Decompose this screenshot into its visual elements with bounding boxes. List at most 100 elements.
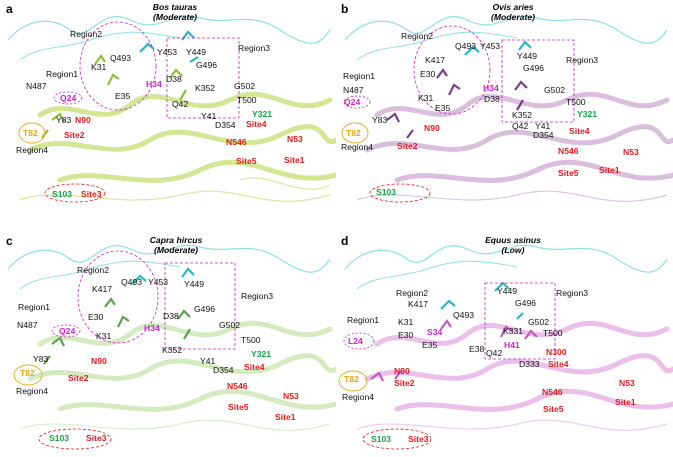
label-k352: K352 (512, 110, 533, 120)
label-y449: Y449 (186, 47, 207, 57)
label-d333: D333 (519, 359, 540, 369)
label-n53: N53 (623, 147, 639, 157)
label-region2: Region2 (396, 288, 429, 298)
panel-title: Equus asinus (Low) (453, 235, 573, 255)
label-y41: Y41 (535, 121, 551, 131)
label-d354: D354 (533, 130, 554, 140)
label-n53: N53 (283, 391, 299, 401)
label-n546: N546 (227, 381, 248, 391)
label-site5: Site5 (558, 168, 579, 178)
label-n90: N90 (75, 115, 91, 125)
panel-letter: a (6, 2, 13, 16)
label-y41: Y41 (201, 111, 217, 121)
label-n487: N487 (17, 320, 38, 330)
label-q493: Q493 (110, 53, 132, 63)
label-g496: G496 (515, 298, 537, 308)
panel-title: Bos tauras (Moderate) (115, 2, 235, 22)
panel-letter: d (341, 234, 349, 248)
label-g496: G496 (523, 63, 545, 73)
label-y321: Y321 (251, 349, 272, 359)
label-g502: G502 (544, 85, 566, 95)
label-h34: H34 (146, 79, 162, 89)
label-n90: N90 (424, 123, 440, 133)
binding-level: (Moderate) (153, 12, 197, 22)
label-region2: Region2 (77, 265, 110, 275)
label-k31: K31 (418, 93, 434, 103)
label-y321: Y321 (252, 109, 273, 119)
label-q24: Q24 (344, 97, 361, 107)
label-e30: E30 (88, 312, 104, 322)
label-g496: G496 (194, 304, 216, 314)
label-e35: E35 (115, 91, 131, 101)
label-l24: L24 (348, 336, 363, 346)
label-region3: Region3 (566, 55, 599, 65)
label-site5: Site5 (543, 404, 564, 414)
label-d354: D354 (213, 365, 234, 375)
label-t82: T82 (346, 128, 361, 138)
label-q42: Q42 (486, 348, 503, 358)
structure-c (7, 244, 336, 450)
label-y453: Y453 (157, 47, 178, 57)
panel-d: d Equus asinus (Low) Region2 Y449 Region… (337, 229, 673, 457)
label-k31: K31 (96, 331, 112, 341)
label-n53: N53 (287, 134, 303, 144)
label-n487: N487 (26, 81, 47, 91)
binding-level: (Low) (501, 245, 525, 255)
panel-letter: c (6, 234, 13, 248)
label-site2: Site2 (64, 130, 85, 140)
label-k352: K352 (195, 83, 216, 93)
label-e35: E35 (422, 340, 438, 350)
label-site4: Site4 (244, 362, 265, 372)
binding-level: (Moderate) (491, 12, 535, 22)
label-t500: T500 (566, 97, 586, 107)
label-site4: Site4 (246, 119, 267, 129)
label-site5: Site5 (228, 402, 249, 412)
label-region4: Region4 (16, 386, 49, 396)
label-y449: Y449 (184, 279, 205, 289)
label-n53: N53 (619, 378, 635, 388)
label-y453: Y453 (480, 41, 501, 51)
label-y449: Y449 (517, 51, 538, 61)
label-e30: E30 (398, 330, 414, 340)
label-region3: Region3 (241, 291, 274, 301)
binding-level: (Moderate) (154, 245, 198, 255)
label-q493: Q493 (121, 277, 143, 287)
label-site2: Site2 (68, 373, 89, 383)
label-q42: Q42 (512, 121, 529, 131)
label-k417: K417 (408, 299, 429, 309)
label-site2: Site2 (394, 378, 415, 388)
panel-letter: b (341, 2, 349, 16)
label-e30: E30 (420, 69, 436, 79)
panel-c: c Capra hircus (Moderate) Region2 K417 Q… (0, 229, 336, 457)
label-n300: N300 (546, 347, 567, 357)
label-y83: Y83 (372, 115, 388, 125)
label-y453: Y453 (148, 277, 169, 287)
species-name: Ovis aries (492, 2, 534, 12)
label-t500: T500 (543, 328, 563, 338)
label-y41: Y41 (200, 356, 216, 366)
panel-title: Capra hircus (Moderate) (116, 235, 236, 255)
label-site5: Site5 (236, 156, 257, 166)
label-t82: T82 (23, 128, 38, 138)
label-k352: K352 (162, 345, 183, 355)
structure-b (341, 15, 673, 203)
label-k417: K417 (425, 55, 446, 65)
label-q42: Q42 (172, 99, 189, 109)
label-e35: E35 (435, 103, 451, 113)
label-region2: Region2 (70, 29, 103, 39)
label-region4: Region4 (342, 392, 375, 402)
structure-d (338, 244, 673, 450)
label-t82: T82 (20, 368, 35, 378)
label-s103: S103 (52, 189, 73, 199)
label-k31: K31 (91, 62, 107, 72)
label-y449: Y449 (497, 286, 518, 296)
label-t500: T500 (241, 335, 261, 345)
label-site4: Site4 (569, 126, 590, 136)
label-region1: Region1 (18, 302, 51, 312)
label-site1: Site1 (275, 412, 296, 422)
label-g496: G496 (196, 60, 218, 70)
label-s103: S103 (49, 433, 70, 443)
label-q493: Q493 (455, 41, 477, 51)
label-d38: D38 (163, 311, 179, 321)
label-region4: Region4 (16, 145, 49, 155)
